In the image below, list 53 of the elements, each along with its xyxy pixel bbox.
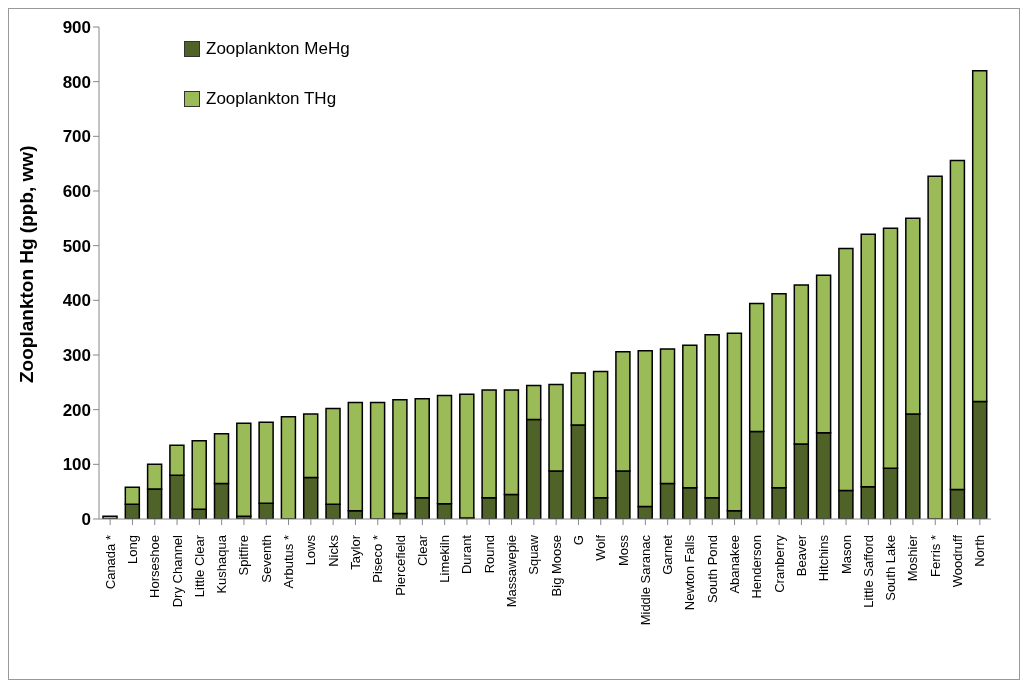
x-tick-label: Clear (414, 534, 430, 567)
x-tick-label: South Pond (704, 535, 720, 603)
x-tick-label: Garnet (660, 534, 676, 575)
x-tick-label: Beaver (793, 534, 809, 577)
x-tick-label: Horseshoe (147, 535, 163, 598)
x-tick-label: Ferris * (927, 535, 943, 577)
y-tick-label: 900 (62, 18, 91, 38)
y-tick-label: 500 (62, 236, 91, 256)
y-tick-label: 400 (62, 291, 91, 311)
x-tick-label: Abanakee (727, 535, 743, 594)
y-tick-label: 700 (62, 127, 91, 147)
x-tick-label: Newton Falls (682, 534, 698, 611)
x-tick-label: Woodruff (950, 534, 966, 588)
y-tick-label: 0 (81, 510, 91, 530)
x-tick-label: Piseco * (370, 535, 386, 583)
legend-label: Zooplankton MeHg (206, 39, 350, 59)
x-tick-label: G (570, 535, 586, 546)
x-tick-label: Moss (615, 534, 631, 567)
x-tick-label: Limekiln (437, 535, 453, 583)
x-tick-label: Nicks (325, 534, 341, 567)
x-tick-label: Middle Saranac (637, 534, 653, 626)
y-axis-title: Zooplankton Hg (ppb, ww) (15, 145, 37, 383)
x-tick-label: Dry Channel (169, 534, 185, 608)
x-tick-label: Mason (838, 535, 854, 575)
y-tick-label: 800 (62, 72, 91, 92)
x-tick-label: South Lake (883, 535, 899, 601)
x-tick-label: Big Moose (548, 535, 564, 597)
y-tick-label: 600 (62, 182, 91, 202)
x-tick-label: Little Clear (191, 534, 207, 598)
x-tick-label: Taylor (347, 534, 363, 570)
y-tick-label: 200 (62, 400, 91, 420)
x-tick-label: Lows (303, 534, 319, 566)
x-tick-label: Little Safford (860, 535, 876, 608)
x-tick-label: Squaw (526, 534, 542, 575)
x-tick-label: Round (481, 535, 497, 574)
x-tick-label: Seventh (258, 535, 274, 583)
x-tick-label: Hitchins (816, 534, 832, 582)
x-tick-label: Arbutus * (281, 535, 297, 589)
x-tick-label: Kushaqua (214, 534, 230, 594)
legend-label: Zooplankton THg (206, 89, 337, 109)
x-tick-label: Durant (459, 534, 475, 575)
x-tick-label: Spitfire (236, 535, 252, 576)
x-tick-label: Moshier (905, 534, 921, 582)
x-tick-label: Massawepie (504, 535, 520, 608)
y-tick-label: 100 (62, 455, 91, 475)
x-tick-label: Cranberry (771, 534, 787, 593)
x-tick-label: Canada * (102, 535, 118, 590)
x-tick-label: Henderson (749, 535, 765, 599)
x-tick-label: North (972, 535, 988, 567)
x-tick-label: Wolf (593, 534, 609, 561)
x-tick-label: Long (124, 535, 140, 564)
x-tick-label: Piercefield (392, 535, 408, 596)
y-tick-label: 300 (62, 346, 91, 366)
